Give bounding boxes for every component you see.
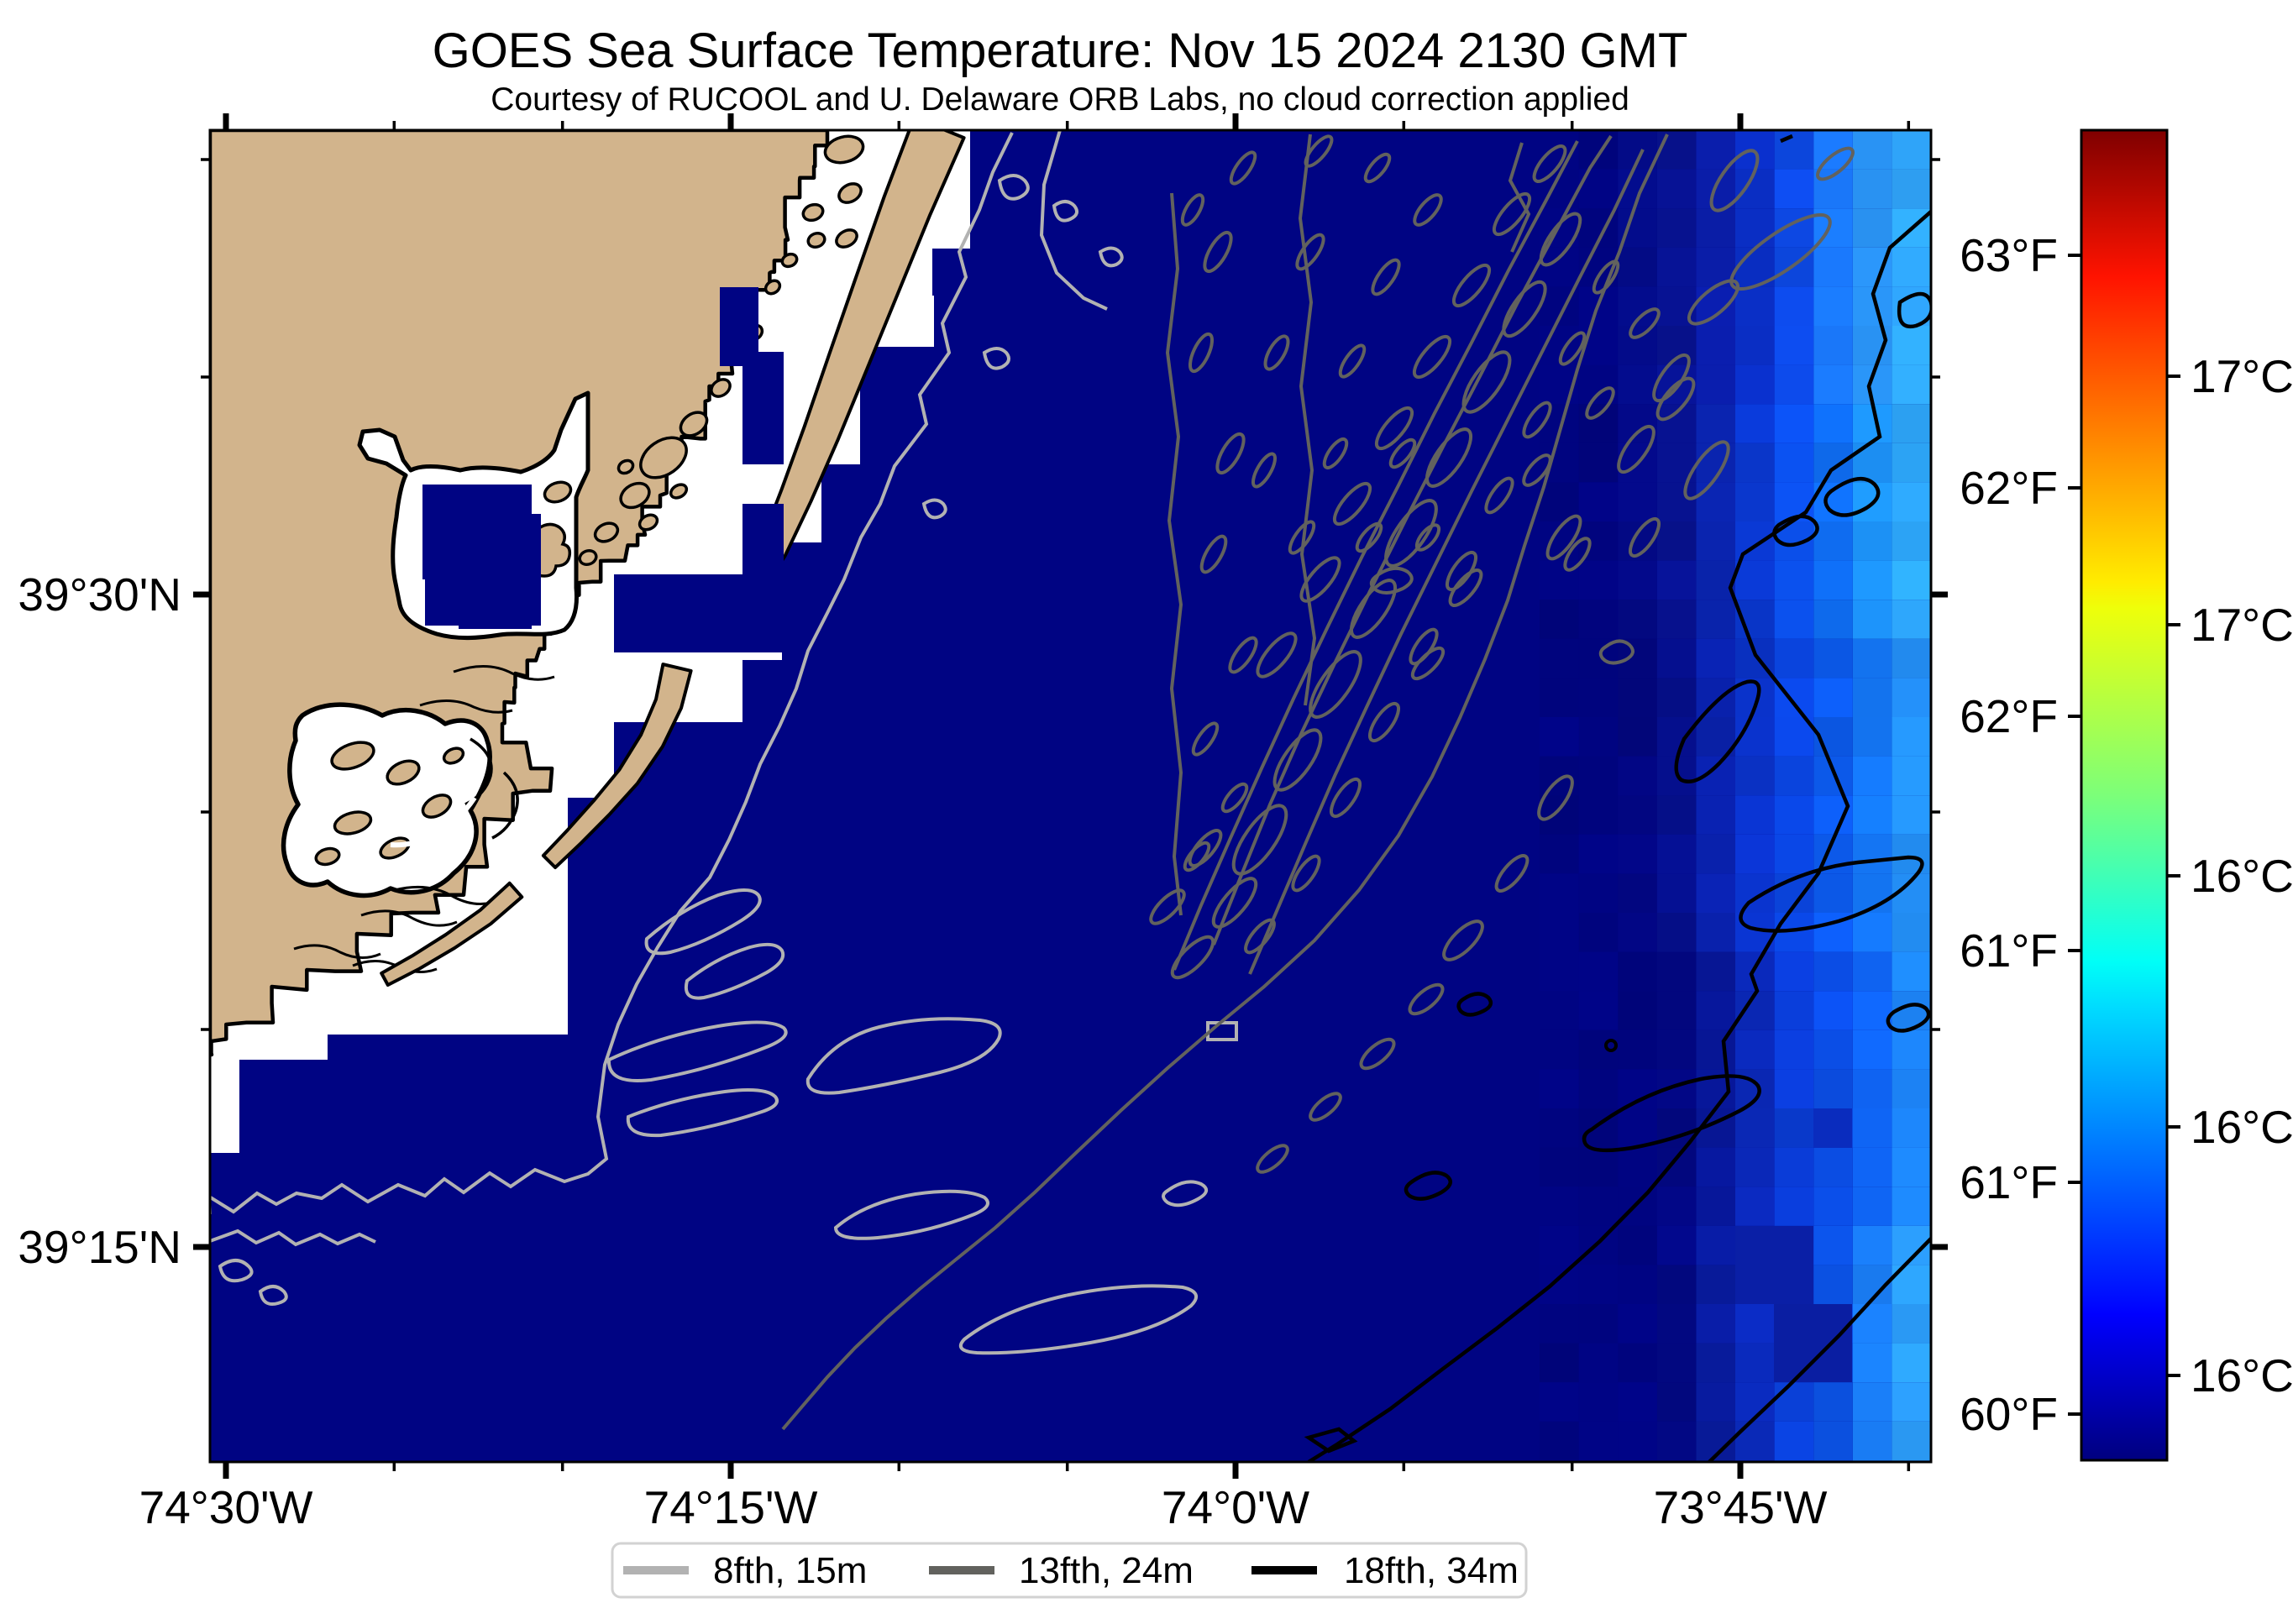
svg-text:13fth, 24m: 13fth, 24m: [1019, 1550, 1194, 1591]
svg-text:18fth, 34m: 18fth, 34m: [1344, 1550, 1519, 1591]
svg-text:39°30'N: 39°30'N: [18, 568, 181, 621]
svg-text:39°15'N: 39°15'N: [18, 1221, 181, 1273]
svg-text:16°C: 16°C: [2191, 850, 2293, 902]
svg-text:74°15'W: 74°15'W: [644, 1481, 818, 1533]
svg-text:60°F: 60°F: [1960, 1388, 2058, 1440]
svg-text:61°F: 61°F: [1960, 925, 2058, 977]
svg-text:62°F: 62°F: [1960, 462, 2058, 514]
svg-text:16°C: 16°C: [2191, 1101, 2293, 1153]
svg-text:Courtesy of RUCOOL and U. Dela: Courtesy of RUCOOL and U. Delaware ORB L…: [491, 81, 1629, 118]
svg-text:GOES Sea Surface Temperature:: GOES Sea Surface Temperature: Nov 15 202…: [433, 24, 1688, 78]
svg-text:17°C: 17°C: [2191, 599, 2293, 651]
svg-text:17°C: 17°C: [2191, 350, 2293, 402]
svg-text:16°C: 16°C: [2191, 1349, 2293, 1401]
svg-text:63°F: 63°F: [1960, 229, 2058, 281]
svg-text:73°45'W: 73°45'W: [1654, 1481, 1828, 1533]
svg-text:62°F: 62°F: [1960, 690, 2058, 742]
svg-text:74°0'W: 74°0'W: [1162, 1481, 1309, 1533]
svg-text:74°30'W: 74°30'W: [139, 1481, 313, 1533]
svg-text:61°F: 61°F: [1960, 1156, 2058, 1208]
svg-text:8fth, 15m: 8fth, 15m: [713, 1550, 867, 1591]
